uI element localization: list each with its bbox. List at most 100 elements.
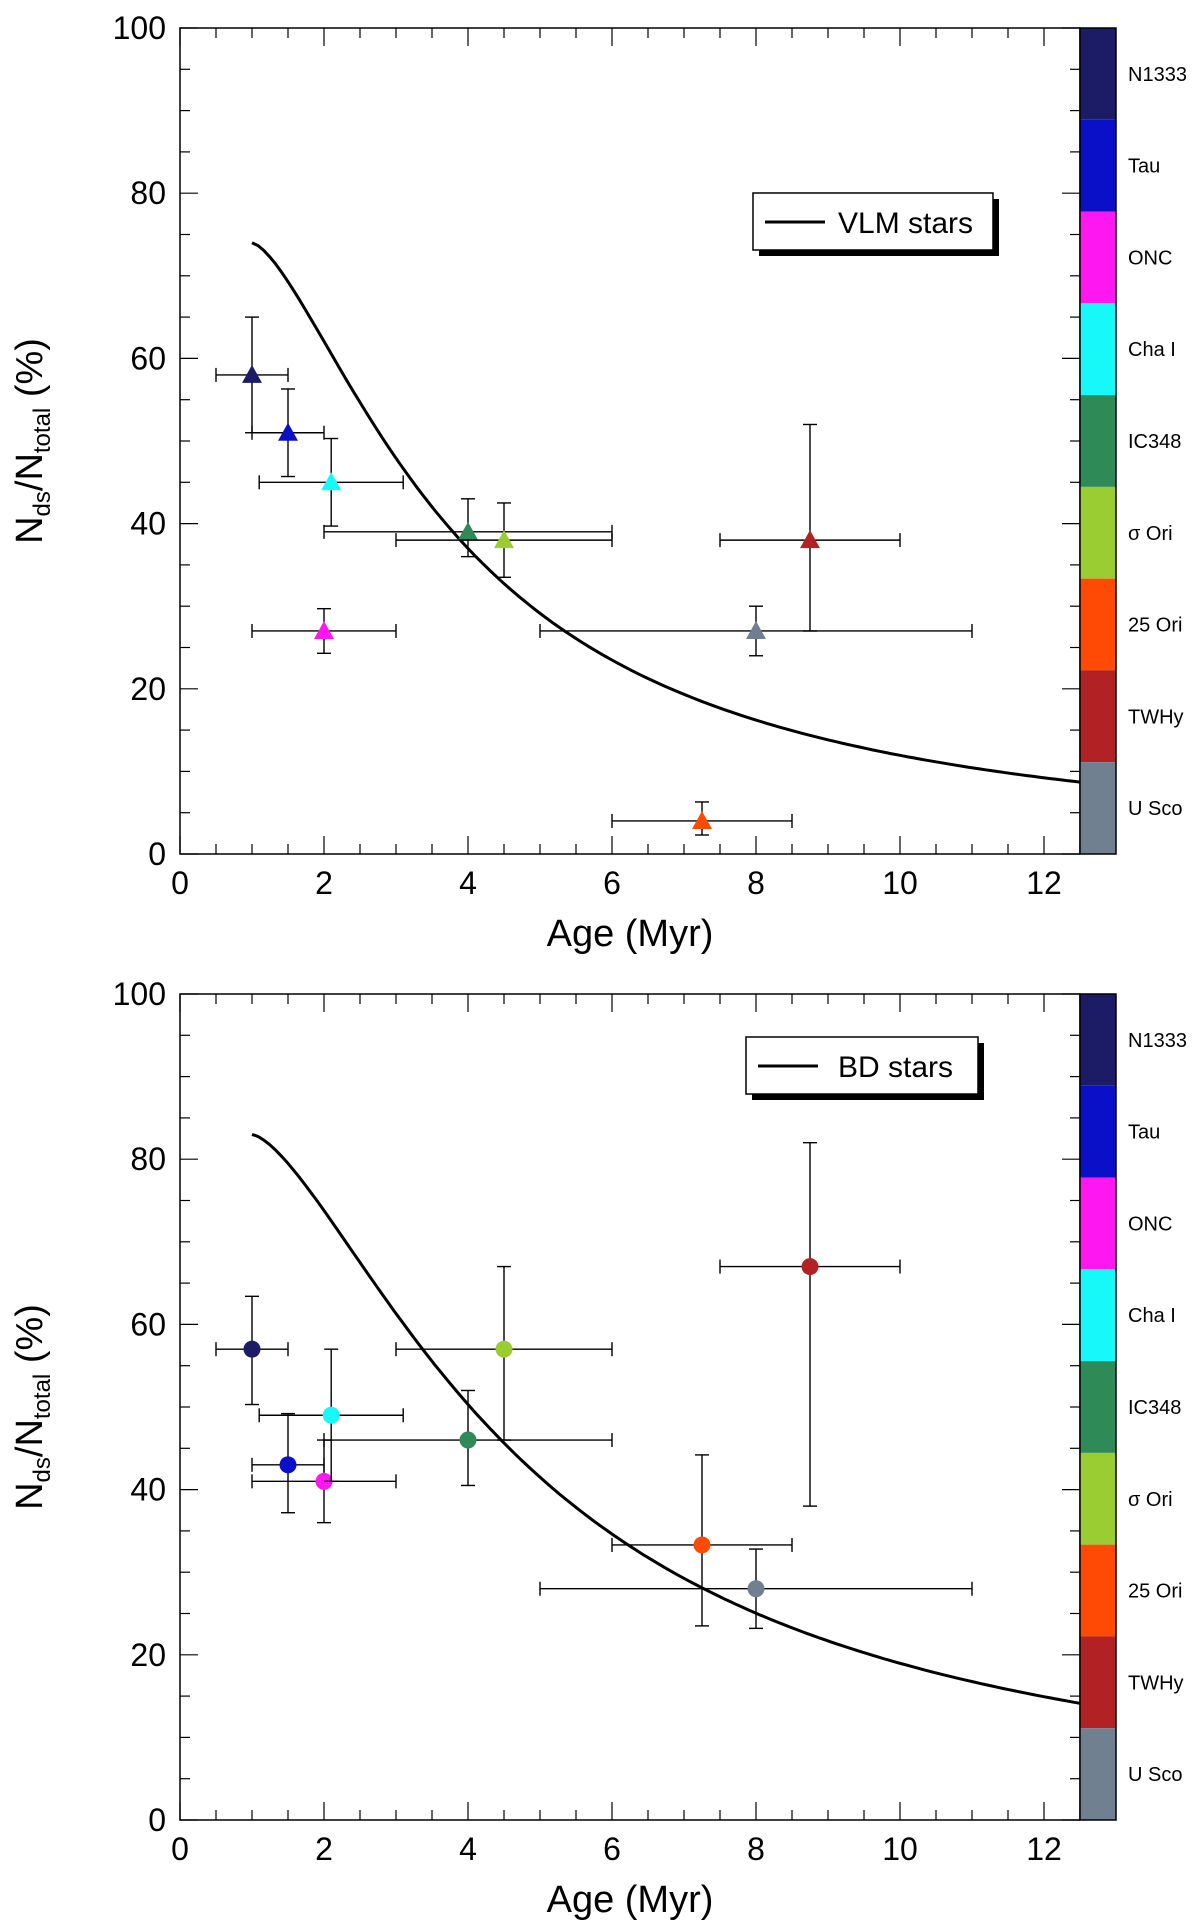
y-title-mid: /N <box>9 453 51 491</box>
bottom-data-point-circle <box>243 1340 261 1358</box>
bottom-x-tick-label: 2 <box>315 1831 333 1867</box>
y-title-sub2: total <box>29 1374 56 1419</box>
y-title-sub2: total <box>29 408 56 453</box>
top-y-tick-label: 0 <box>148 836 166 872</box>
bottom-colorbar-label: U Sco <box>1128 1764 1182 1786</box>
top-legend-label: VLM stars <box>838 207 973 240</box>
bottom-colorbar-swatch <box>1080 1269 1116 1362</box>
top-colorbar-swatch <box>1080 28 1116 120</box>
top-legend: VLM stars <box>752 192 999 256</box>
bottom-x-tick-label: 4 <box>459 1831 477 1867</box>
y-title-sub1: ds <box>29 1457 56 1482</box>
bottom-y-tick-label: 20 <box>130 1637 166 1673</box>
bottom-y-tick-label: 40 <box>130 1472 166 1508</box>
y-title-tail: (%) <box>9 338 51 408</box>
bottom-x-tick-label: 10 <box>882 1831 918 1867</box>
svg-text:Nds/Ntotal (%): Nds/Ntotal (%) <box>9 1304 56 1510</box>
bottom-data-point-circle <box>801 1258 819 1276</box>
top-data-point-triangle <box>321 472 342 491</box>
bottom-colorbar-swatch <box>1080 1177 1116 1270</box>
bottom-y-tick-label: 60 <box>130 1306 166 1342</box>
bottom-legend: BD stars <box>745 1036 984 1100</box>
top-y-tick-label: 40 <box>130 506 166 542</box>
bottom-data-point-circle <box>495 1340 513 1358</box>
top-x-tick-label: 4 <box>459 865 477 901</box>
top-x-tick-label: 2 <box>315 865 333 901</box>
bottom-colorbar-swatch <box>1080 1728 1116 1820</box>
bottom-plot-frame <box>179 993 1081 1821</box>
y-title-tail: (%) <box>9 1304 51 1374</box>
top-colorbar-label: U Sco <box>1128 798 1182 820</box>
top-y-tick-label: 80 <box>130 175 166 211</box>
top-colorbar-label: 25 Ori <box>1128 615 1182 637</box>
top-x-tick-label: 10 <box>882 865 918 901</box>
bottom-colorbar-swatch <box>1080 1085 1116 1178</box>
bottom-colorbar-swatch <box>1080 994 1116 1086</box>
bottom-data-point-circle <box>315 1472 333 1490</box>
top-colorbar-label: ONC <box>1128 247 1172 269</box>
bottom-colorbar-swatch <box>1080 1544 1116 1637</box>
bottom-colorbar-label: Tau <box>1128 1122 1160 1144</box>
top-data-point-triangle <box>800 530 820 549</box>
top-data-point-triangle <box>458 521 478 540</box>
bottom-data-point-circle <box>693 1536 711 1554</box>
top-x-axis-title: Age (Myr) <box>547 913 714 955</box>
top-colorbar-swatch <box>1080 578 1116 671</box>
top-colorbar-swatch <box>1080 762 1116 854</box>
bottom-colorbar-label: σ Ori <box>1128 1489 1173 1511</box>
top-x-tick-label: 0 <box>171 865 189 901</box>
top-colorbar-label: TWHy <box>1128 706 1184 728</box>
top-colorbar-swatch <box>1080 395 1116 487</box>
bottom-colorbar-label: IC348 <box>1128 1397 1181 1419</box>
top-plot-frame <box>179 27 1081 855</box>
top-colorbar-swatch <box>1080 211 1116 304</box>
top-y-tick-label: 20 <box>130 671 166 707</box>
y-title-main: N <box>9 1482 51 1509</box>
top-x-tick-label: 12 <box>1026 865 1062 901</box>
top-y-tick-label: 100 <box>113 10 166 46</box>
top-colorbar-swatch <box>1080 303 1116 396</box>
bottom-colorbar-label: 25 Ori <box>1128 1581 1182 1603</box>
top-colorbar-label: Cha I <box>1128 339 1176 361</box>
top-colorbar-label: Tau <box>1128 156 1160 178</box>
bottom-x-axis-title: Age (Myr) <box>547 1879 714 1921</box>
bottom-y-tick-label: 100 <box>113 976 166 1012</box>
bottom-data-point-circle <box>747 1580 765 1598</box>
bottom-colorbar-label: Cha I <box>1128 1305 1176 1327</box>
bottom-x-tick-label: 0 <box>171 1831 189 1867</box>
bottom-colorbar-swatch <box>1080 1452 1116 1545</box>
bottom-x-tick-label: 12 <box>1026 1831 1062 1867</box>
bottom-data-point-circle <box>459 1431 477 1449</box>
top-data-point-triangle <box>746 620 766 639</box>
bottom-legend-label: BD stars <box>838 1051 953 1084</box>
top-data-point-triangle <box>278 422 298 441</box>
bottom-x-tick-label: 8 <box>747 1831 765 1867</box>
top-colorbar-frame <box>1079 27 1117 855</box>
bottom-colorbar-label: TWHy <box>1128 1672 1184 1694</box>
bottom-y-tick-label: 0 <box>148 1802 166 1838</box>
bottom-colorbar-label: ONC <box>1128 1213 1172 1235</box>
bottom-colorbar-swatch <box>1080 1636 1116 1729</box>
top-colorbar-label: IC348 <box>1128 431 1181 453</box>
top-panel: Nds/Ntotal (%) Age (Myr) VLM stars 0 2 4 6 8… <box>9 10 1187 955</box>
bottom-data-point-circle <box>322 1406 340 1424</box>
y-title-mid: /N <box>9 1419 51 1457</box>
top-x-tick-label: 8 <box>747 865 765 901</box>
top-colorbar-swatch <box>1080 119 1116 212</box>
top-colorbar-label: N1333 <box>1128 64 1187 86</box>
bottom-colorbar-label: N1333 <box>1128 1030 1187 1052</box>
top-data-point-triangle <box>494 530 514 549</box>
bottom-x-tick-label: 6 <box>603 1831 621 1867</box>
top-colorbar-swatch <box>1080 486 1116 579</box>
bottom-colorbar-frame <box>1079 993 1117 1821</box>
svg-text:Nds/Ntotal (%): Nds/Ntotal (%) <box>9 338 56 544</box>
bottom-y-axis-title: Nds/Ntotal (%) <box>9 1304 56 1510</box>
top-y-tick-label: 60 <box>130 340 166 376</box>
bottom-fit-curve <box>251 1132 1081 1705</box>
y-title-sub1: ds <box>29 491 56 516</box>
top-y-axis-title: Nds/Ntotal (%) <box>9 338 56 544</box>
bottom-colorbar-swatch <box>1080 1361 1116 1453</box>
top-colorbar-swatch <box>1080 670 1116 763</box>
top-colorbar-label: σ Ori <box>1128 523 1173 545</box>
